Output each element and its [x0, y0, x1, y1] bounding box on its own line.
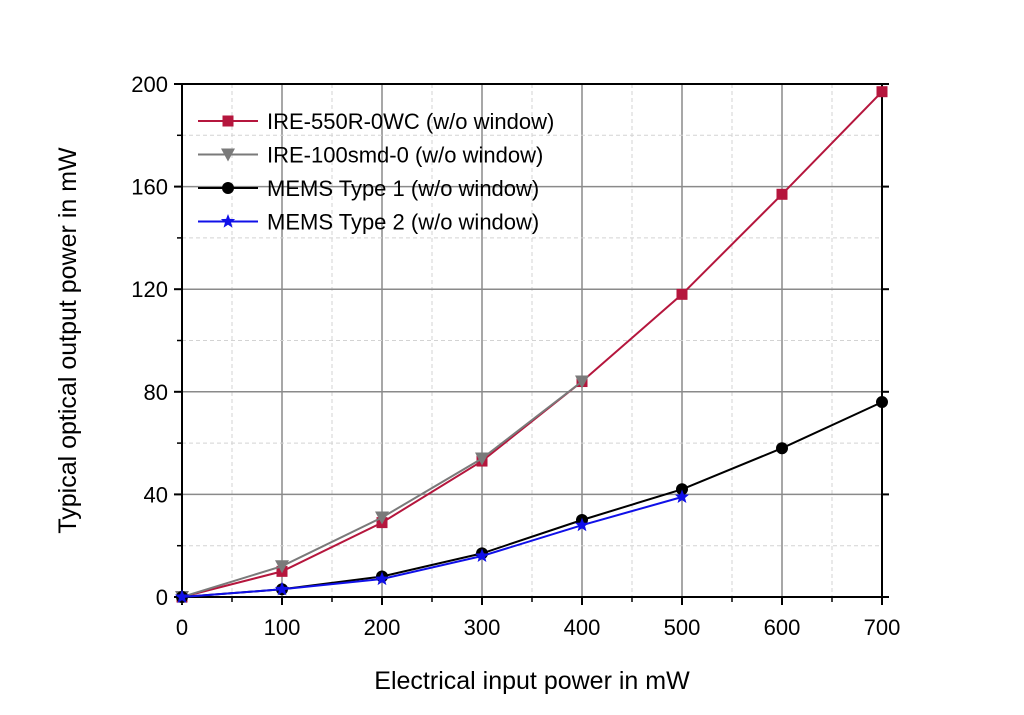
- x-tick-label: 100: [264, 615, 301, 640]
- data-point: [574, 517, 590, 532]
- legend-item: IRE-550R-0WC (w/o window): [198, 109, 554, 134]
- legend-label: MEMS Type 2 (w/o window): [267, 210, 539, 235]
- data-point: [475, 452, 489, 466]
- legend: IRE-550R-0WC (w/o window) IRE-100smd-0 (w…: [198, 109, 554, 235]
- data-point: [474, 548, 490, 563]
- legend-label: MEMS Type 1 (w/o window): [267, 176, 539, 201]
- series-line: [181, 496, 683, 598]
- legend-marker: [222, 115, 234, 127]
- data-point: [776, 188, 788, 200]
- y-tick-label: 120: [131, 277, 168, 302]
- y-tick-label: 80: [144, 380, 168, 405]
- legend-label: IRE-550R-0WC (w/o window): [267, 109, 554, 134]
- y-axis-title: Typical optical output power in mW: [54, 147, 82, 534]
- data-point: [575, 375, 589, 389]
- legend-item: MEMS Type 2 (w/o window): [198, 210, 539, 235]
- data-point: [776, 442, 788, 455]
- series-layer: [174, 86, 888, 604]
- series-4: [174, 489, 690, 604]
- y-tick-label: 200: [131, 72, 168, 97]
- data-point: [274, 581, 290, 596]
- axis-ticks: 0 100 200 300 400 500 600 700 0 40 80 120 160 200: [131, 72, 900, 640]
- data-point: [674, 489, 690, 504]
- x-tick-label: 600: [764, 615, 801, 640]
- x-axis-title: Electrical input power in mW: [374, 667, 690, 695]
- data-point: [374, 571, 390, 586]
- data-point: [174, 589, 190, 604]
- x-tick-label: 400: [564, 615, 601, 640]
- x-tick-label: 700: [864, 615, 901, 640]
- legend-marker: [220, 214, 236, 228]
- y-tick-label: 160: [131, 175, 168, 200]
- data-point: [876, 86, 888, 98]
- x-tick-label: 0: [176, 615, 188, 640]
- legend-item: MEMS Type 1 (w/o window): [198, 176, 539, 201]
- data-point: [676, 288, 688, 300]
- y-tick-label: 40: [144, 482, 168, 507]
- grid: [182, 84, 882, 597]
- legend-marker: [221, 148, 235, 162]
- series-line: [181, 91, 883, 598]
- x-tick-label: 200: [364, 615, 401, 640]
- x-tick-label: 500: [664, 615, 701, 640]
- data-point: [375, 511, 389, 525]
- legend-item: IRE-100smd-0 (w/o window): [198, 143, 543, 168]
- legend-label: IRE-100smd-0 (w/o window): [267, 143, 543, 168]
- data-point: [876, 396, 888, 409]
- legend-marker: [222, 182, 234, 194]
- data-point: [275, 560, 289, 574]
- data-point: [676, 483, 688, 496]
- x-tick-label: 300: [464, 615, 501, 640]
- y-tick-label: 0: [156, 585, 168, 610]
